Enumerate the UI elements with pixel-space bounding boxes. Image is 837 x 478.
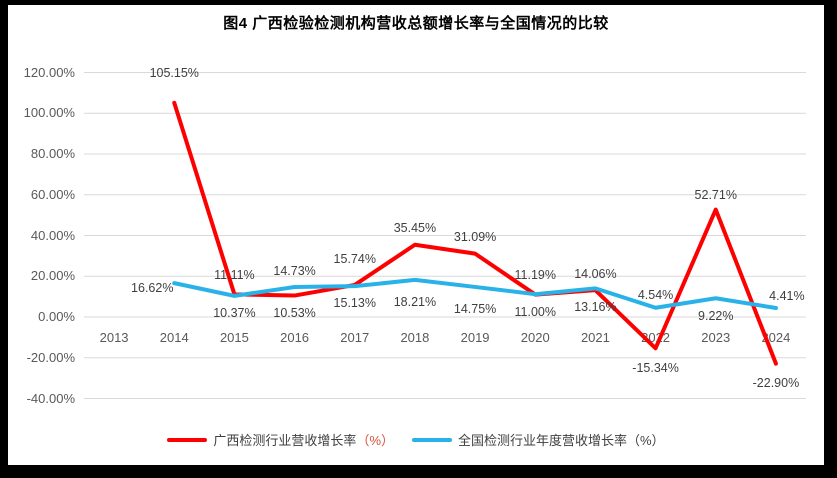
- legend-label: 广西检测行业营收增长率: [213, 433, 357, 448]
- y-axis-tick-label: 120.00%: [23, 64, 75, 80]
- y-axis-tick-label: 100.00%: [23, 105, 75, 121]
- y-axis-tick-label: 60.00%: [30, 186, 75, 202]
- legend-item-guangxi: 广西检测行业营收增长率 （%）: [167, 430, 394, 449]
- data-label: 11.00%: [514, 304, 556, 319]
- x-axis-tick-label: 2016: [280, 330, 310, 345]
- x-axis-tick-label: 2021: [580, 330, 610, 345]
- legend-label: （%）: [356, 433, 394, 448]
- data-label: 11.19%: [514, 268, 556, 283]
- x-axis-tick-label: 2017: [340, 330, 370, 345]
- chart-panel: 图4 广西检验检测机构营收总额增长率与全国情况的比较 广西检测行业营收增长率 （%…: [8, 5, 824, 465]
- x-axis-tick-label: 2014: [159, 330, 189, 345]
- y-axis-tick-label: 20.00%: [30, 268, 75, 284]
- data-label: 15.13%: [333, 296, 376, 311]
- data-label: 14.75%: [453, 301, 497, 316]
- data-label: 15.74%: [333, 251, 376, 266]
- legend-label: 全国检测行业年度营收增长率（%）: [458, 433, 665, 448]
- chart-legend: 广西检测行业营收增长率 （%） 全国检测行业年度营收增长率（%）: [8, 430, 824, 449]
- data-label: 14.73%: [273, 263, 316, 278]
- y-axis-tick-label: 40.00%: [30, 227, 75, 243]
- data-label: -15.34%: [632, 361, 679, 376]
- y-axis-tick-label: -20.00%: [26, 349, 75, 365]
- data-label: 4.54%: [637, 287, 674, 302]
- data-label: 11.11%: [214, 268, 255, 283]
- data-label: 16.62%: [131, 281, 174, 296]
- x-axis-tick-label: 2018: [400, 330, 430, 345]
- data-label: 10.37%: [213, 305, 256, 320]
- data-label: 52.71%: [694, 187, 737, 202]
- data-label: 9.22%: [698, 309, 734, 324]
- data-label: 31.09%: [453, 229, 497, 244]
- legend-swatch-guangxi: [167, 437, 208, 442]
- data-label: 105.15%: [149, 65, 199, 80]
- x-axis-tick-label: 2020: [520, 330, 550, 345]
- legend-swatch-national: [412, 437, 452, 442]
- chart-plot-area: [172, 100, 778, 366]
- legend-item-national: 全国检测行业年度营收增长率（%）: [412, 430, 665, 449]
- x-axis-tick-label: 2015: [219, 330, 249, 345]
- y-axis-tick-label: 80.00%: [30, 146, 75, 161]
- y-axis-tick-label: 0.00%: [38, 309, 75, 324]
- data-label: 14.06%: [574, 267, 617, 282]
- x-axis-tick-label: 2023: [701, 330, 731, 345]
- y-axis-tick-label: -40.00%: [26, 390, 75, 406]
- data-label: -22.90%: [752, 375, 800, 390]
- data-label: 4.41%: [769, 289, 805, 303]
- x-axis-tick-label: 2019: [460, 330, 490, 345]
- series-line-guangxi: [172, 100, 778, 366]
- data-label: 13.16%: [574, 300, 617, 315]
- data-label: 18.21%: [393, 294, 437, 309]
- data-label: 10.53%: [273, 305, 316, 320]
- data-label: 35.45%: [393, 220, 437, 235]
- x-axis-tick-label: 2013: [99, 330, 129, 345]
- chart-title: 图4 广西检验检测机构营收总额增长率与全国情况的比较: [223, 15, 609, 32]
- series-line-national: [172, 277, 778, 311]
